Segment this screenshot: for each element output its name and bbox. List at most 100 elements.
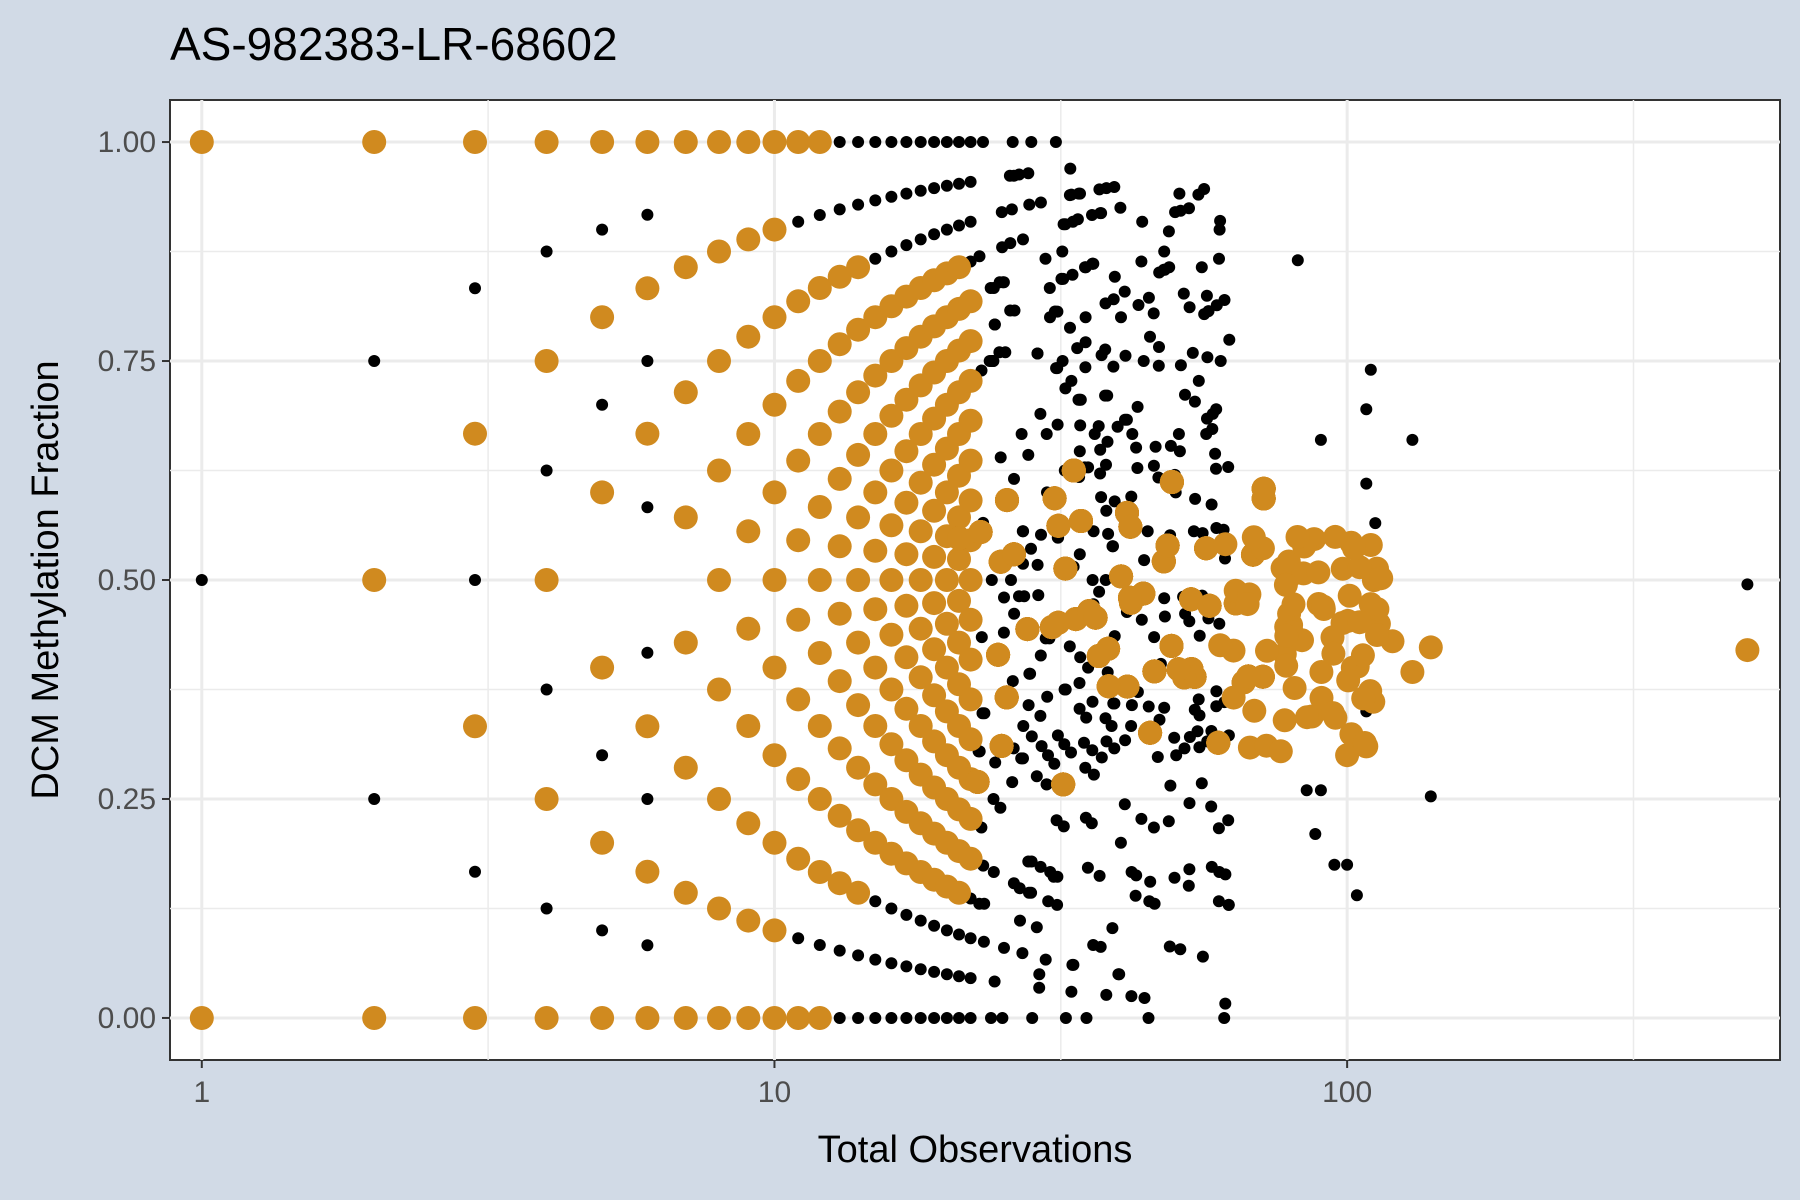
data-point [953,136,965,148]
data-point [1159,633,1184,658]
data-point [1193,709,1206,722]
data-point [940,179,953,192]
data-point [1006,776,1019,789]
data-point [635,1006,660,1030]
data-point [1001,542,1026,567]
data-point [1341,858,1354,871]
data-point [1093,585,1106,598]
data-point [1086,574,1099,586]
data-point [953,219,965,232]
data-point [1147,821,1160,834]
data-point [1025,542,1037,555]
data-point [641,355,654,367]
data-point [1063,640,1076,653]
data-point [947,588,971,613]
data-point [885,957,898,970]
data-point [463,421,487,446]
data-point [908,568,933,592]
data-point [1100,458,1112,471]
data-point [964,932,977,945]
data-point [1120,413,1133,426]
data-point [958,727,983,752]
data-point [1162,815,1175,828]
data-point [1042,749,1054,762]
data-point [596,924,609,937]
data-point [1323,524,1348,549]
data-point [846,380,871,405]
data-point [1024,667,1037,680]
data-point [985,574,998,586]
data-point [1136,215,1149,228]
data-point [807,641,832,665]
data-point [863,538,888,563]
data-point [900,239,913,252]
data-point [786,846,811,871]
data-point [1074,187,1086,200]
y-tick-label: 0.25 [98,783,156,816]
data-point [998,591,1010,604]
data-point [540,245,553,258]
data-point [1099,343,1112,356]
data-point [827,669,852,694]
data-point [1141,525,1154,538]
data-point [786,607,811,632]
data-point [1072,393,1085,406]
data-point [1335,743,1360,768]
data-point [1051,729,1064,742]
data-point [934,611,959,636]
data-point [590,480,615,505]
data-point [1358,592,1383,617]
data-point [958,607,983,632]
data-point [996,276,1009,289]
data-point [1142,1012,1155,1024]
data-point [827,332,852,357]
data-point [1364,363,1377,376]
data-point [922,591,947,616]
data-point [1118,514,1143,539]
data-point [1198,183,1211,195]
data-point [1273,572,1298,597]
data-point [1056,355,1069,367]
data-point [1004,237,1017,250]
data-point [1087,525,1100,538]
data-point [1342,536,1366,561]
data-point [189,130,214,154]
data-point [1125,990,1138,1003]
data-point [362,1006,387,1030]
data-point [786,289,811,314]
data-point [1158,610,1171,623]
data-point [736,714,761,738]
data-point [762,918,787,943]
data-point [807,1006,832,1030]
data-point [908,616,933,641]
data-point [1173,187,1186,200]
data-point [885,136,898,148]
data-point [984,282,997,294]
data-point [1178,742,1191,755]
data-point [1034,407,1047,420]
data-point [894,645,919,670]
data-point [1106,922,1119,935]
data-point [1281,592,1306,617]
data-point [846,568,871,592]
data-point [928,228,941,241]
data-point [827,601,852,626]
data-point [934,655,959,680]
data-point [1285,525,1310,549]
x-tick-label: 100 [1322,1076,1372,1109]
axes: 0.00 0.25 0.50 0.75 1.00 1 10 100 [98,126,1373,1109]
data-point [1041,690,1054,703]
data-point [762,568,787,592]
data-point [1268,739,1293,764]
data-point [1023,198,1036,211]
data-point [1138,992,1151,1004]
data-point [362,568,387,592]
data-point [1213,532,1238,557]
data-point [940,968,953,981]
data-point [1166,657,1191,682]
data-point [1093,869,1106,882]
data-point [1170,749,1183,762]
data-point [1094,467,1107,480]
data-point [635,714,660,739]
data-point [707,568,731,592]
